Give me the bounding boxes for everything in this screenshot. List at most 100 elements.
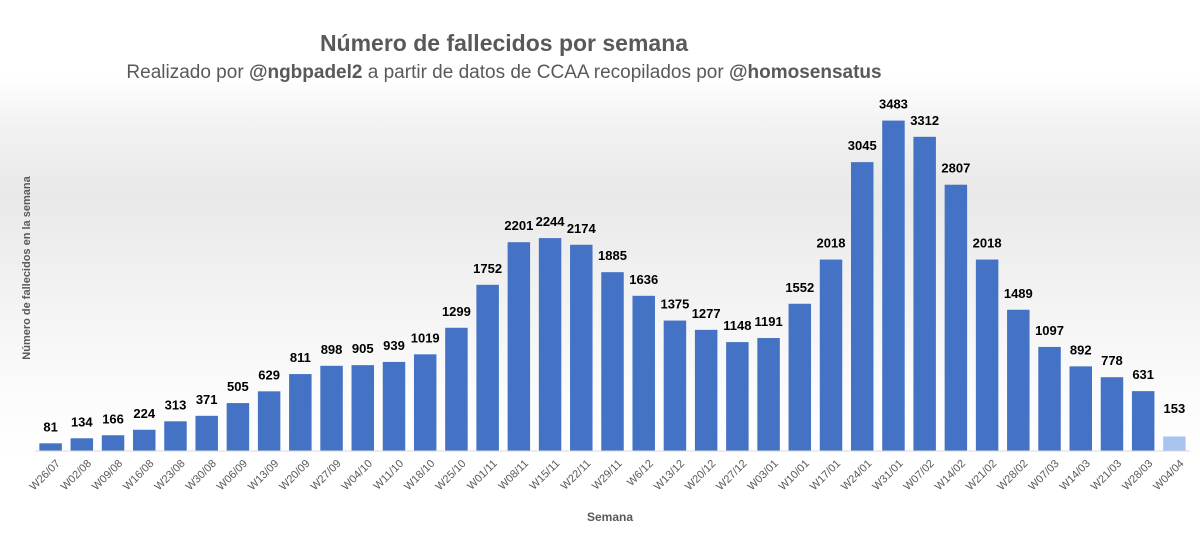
tick-label-W28/03: W28/03 xyxy=(1120,458,1155,493)
bar-W21/02 xyxy=(975,259,999,451)
value-label-W28/03: 631 xyxy=(1132,367,1154,382)
value-label-W10/01: 1552 xyxy=(785,280,814,295)
bar-W04/04 xyxy=(1163,436,1186,451)
bar-W21/03 xyxy=(1100,377,1124,451)
bar-W27/09 xyxy=(320,365,343,451)
bar-W07/03 xyxy=(1038,346,1061,451)
bar-W29/11 xyxy=(601,272,624,451)
value-label-W04/10: 905 xyxy=(352,341,374,356)
value-label-W07/02: 3312 xyxy=(910,113,939,128)
tick-label-W22/11: W22/11 xyxy=(559,458,594,493)
subtitle-middle: a partir de datos de CCAA recopilados po… xyxy=(362,62,729,83)
tick-label-W01/11: W01/11 xyxy=(465,458,500,493)
tick-label-W23/08: W23/08 xyxy=(152,458,187,493)
bar-W16/08 xyxy=(133,429,156,451)
value-label-W02/08: 134 xyxy=(71,414,93,429)
tick-label-W08/11: W08/11 xyxy=(496,458,531,493)
bar-W08/11 xyxy=(507,242,531,451)
bar-W30/08 xyxy=(195,415,218,451)
bar-W03/01 xyxy=(757,338,780,451)
bars-group xyxy=(39,120,1186,451)
tick-label-W10/01: W10/01 xyxy=(777,458,812,493)
value-label-W18/10: 1019 xyxy=(411,330,440,345)
value-label-W01/11: 1752 xyxy=(473,261,502,276)
value-label-W08/11: 2201 xyxy=(504,218,533,233)
tick-label-W03/01: W03/01 xyxy=(745,458,780,493)
value-label-W30/08: 371 xyxy=(196,392,218,407)
value-label-W21/03: 778 xyxy=(1101,353,1123,368)
tick-label-W18/10: W18/10 xyxy=(402,458,437,493)
bar-W28/02 xyxy=(1007,309,1030,451)
tick-label-W20/09: W20/09 xyxy=(277,458,312,493)
tick-label-W31/01: W31/01 xyxy=(870,458,905,493)
tick-label-W17/01: W17/01 xyxy=(808,458,843,493)
bar-W17/01 xyxy=(819,259,843,451)
tick-label-W14/02: W14/02 xyxy=(933,458,968,493)
value-label-W13/09: 629 xyxy=(258,367,280,382)
value-label-W14/02: 2807 xyxy=(941,161,970,176)
value-label-W09/08: 166 xyxy=(102,411,124,426)
bar-W02/08 xyxy=(70,438,94,451)
tick-label-W04/04: W04/04 xyxy=(1151,458,1186,493)
value-label-W16/08: 224 xyxy=(133,406,155,421)
tick-label-W30/08: W30/08 xyxy=(184,458,219,493)
tick-label-W20/12: W20/12 xyxy=(683,458,718,493)
value-label-W31/01: 3483 xyxy=(879,97,908,112)
value-label-W21/02: 2018 xyxy=(973,236,1002,251)
bar-W01/11 xyxy=(476,284,499,451)
bar-W18/10 xyxy=(413,354,437,451)
tick-label-W07/02: W07/02 xyxy=(902,458,937,493)
value-label-W17/01: 2018 xyxy=(817,236,846,251)
value-label-W25/10: 1299 xyxy=(442,304,471,319)
tick-label-W21/02: W21/02 xyxy=(964,458,999,493)
value-label-W6/12: 1636 xyxy=(629,272,658,287)
value-label-W07/03: 1097 xyxy=(1035,323,1064,338)
bar-W25/10 xyxy=(445,327,468,451)
tick-label-W27/12: W27/12 xyxy=(714,458,749,493)
bar-W20/09 xyxy=(289,374,312,451)
value-label-W28/02: 1489 xyxy=(1004,286,1033,301)
value-label-W20/12: 1277 xyxy=(692,306,721,321)
value-label-W15/11: 2244 xyxy=(536,214,566,229)
tick-label-W13/12: W13/12 xyxy=(652,458,687,493)
value-label-W06/09: 505 xyxy=(227,379,249,394)
bar-W24/01 xyxy=(850,162,874,451)
value-label-W13/12: 1375 xyxy=(660,297,689,312)
x-tick-labels-group: W26/07W02/08W09/08W16/08W23/08W30/08W06/… xyxy=(28,458,1187,493)
value-label-W27/09: 898 xyxy=(321,342,343,357)
x-axis-label: Semana xyxy=(587,510,633,524)
bar-W06/09 xyxy=(226,403,250,451)
bar-W10/01 xyxy=(788,303,812,451)
bar-W26/07 xyxy=(39,443,62,451)
bar-W14/03 xyxy=(1069,366,1092,451)
value-label-W03/01: 1191 xyxy=(754,314,782,329)
tick-label-W04/10: W04/10 xyxy=(340,458,375,493)
value-label-W14/03: 892 xyxy=(1070,342,1092,357)
tick-label-W27/09: W27/09 xyxy=(308,458,343,493)
tick-label-W21/03: W21/03 xyxy=(1089,458,1124,493)
chart-subtitle: Realizado por @ngbpadel2 a partir de dat… xyxy=(0,62,1008,84)
bar-W14/02 xyxy=(944,184,968,451)
subtitle-source: @homosensatus xyxy=(728,62,882,83)
bar-W23/08 xyxy=(164,421,187,451)
tick-label-W02/08: W02/08 xyxy=(59,458,94,493)
tick-label-W13/09: W13/09 xyxy=(246,458,281,493)
tick-label-W07/03: W07/03 xyxy=(1026,458,1061,493)
bar-W27/12 xyxy=(726,342,749,451)
tick-label-W28/02: W28/02 xyxy=(995,458,1030,493)
bar-W6/12 xyxy=(632,295,655,451)
bar-W13/12 xyxy=(663,320,687,451)
tick-label-W26/07: W26/07 xyxy=(28,458,63,493)
value-label-W22/11: 2174 xyxy=(567,221,597,236)
tick-label-W06/09: W06/09 xyxy=(215,458,250,493)
subtitle-prefix: Realizado por xyxy=(126,62,249,83)
tick-label-W11/10: W11/10 xyxy=(371,458,406,493)
value-label-W29/11: 1885 xyxy=(598,248,627,263)
value-label-W27/12: 1148 xyxy=(723,318,751,333)
bar-W31/01 xyxy=(882,120,905,451)
value-label-W24/01: 3045 xyxy=(848,138,877,153)
bar-W28/03 xyxy=(1131,391,1155,451)
tick-label-W16/08: W16/08 xyxy=(121,458,156,493)
bar-W20/12 xyxy=(694,329,718,451)
